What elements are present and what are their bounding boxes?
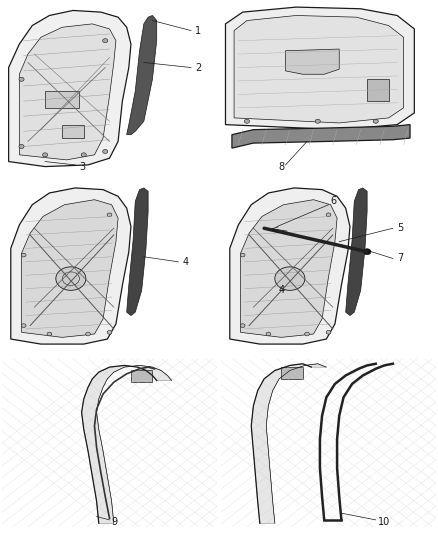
Circle shape (19, 77, 24, 82)
Text: 5: 5 (397, 223, 403, 233)
Polygon shape (232, 125, 410, 148)
Circle shape (326, 213, 331, 216)
Text: 10: 10 (378, 516, 390, 527)
Text: 6: 6 (331, 196, 337, 206)
Text: 1: 1 (195, 26, 201, 36)
Polygon shape (251, 364, 326, 523)
Text: 9: 9 (112, 516, 118, 527)
Circle shape (240, 324, 245, 327)
Circle shape (42, 153, 48, 157)
Polygon shape (127, 15, 157, 135)
Polygon shape (127, 188, 148, 316)
Bar (45, 91, 79, 108)
Polygon shape (9, 11, 131, 167)
Circle shape (315, 119, 320, 123)
Circle shape (266, 332, 271, 336)
Bar (62, 125, 84, 138)
Text: 7: 7 (397, 254, 403, 263)
Polygon shape (11, 188, 131, 344)
Bar (281, 367, 303, 379)
Polygon shape (21, 200, 118, 337)
Circle shape (240, 253, 245, 257)
Polygon shape (346, 188, 367, 316)
Circle shape (305, 332, 309, 336)
Polygon shape (19, 24, 116, 160)
Circle shape (107, 213, 112, 216)
Circle shape (102, 149, 108, 154)
Text: 3: 3 (79, 161, 85, 172)
Text: 4: 4 (183, 257, 189, 267)
Circle shape (107, 330, 112, 334)
Circle shape (275, 267, 305, 290)
Polygon shape (234, 15, 403, 123)
Polygon shape (81, 366, 172, 523)
Circle shape (86, 332, 90, 336)
Circle shape (81, 153, 86, 157)
Polygon shape (240, 200, 337, 337)
Text: 8: 8 (278, 161, 284, 172)
Circle shape (363, 249, 371, 255)
Bar (131, 370, 152, 382)
Polygon shape (286, 49, 339, 74)
Polygon shape (367, 79, 389, 101)
Circle shape (102, 39, 108, 43)
Polygon shape (226, 7, 414, 130)
Circle shape (56, 267, 86, 290)
Circle shape (244, 119, 250, 123)
Text: 2: 2 (195, 62, 201, 72)
Circle shape (326, 330, 331, 334)
Circle shape (47, 332, 52, 336)
Circle shape (21, 324, 26, 327)
Circle shape (19, 144, 24, 149)
Circle shape (21, 253, 26, 257)
Polygon shape (230, 188, 350, 344)
Text: 4: 4 (278, 285, 284, 295)
Circle shape (373, 119, 378, 123)
